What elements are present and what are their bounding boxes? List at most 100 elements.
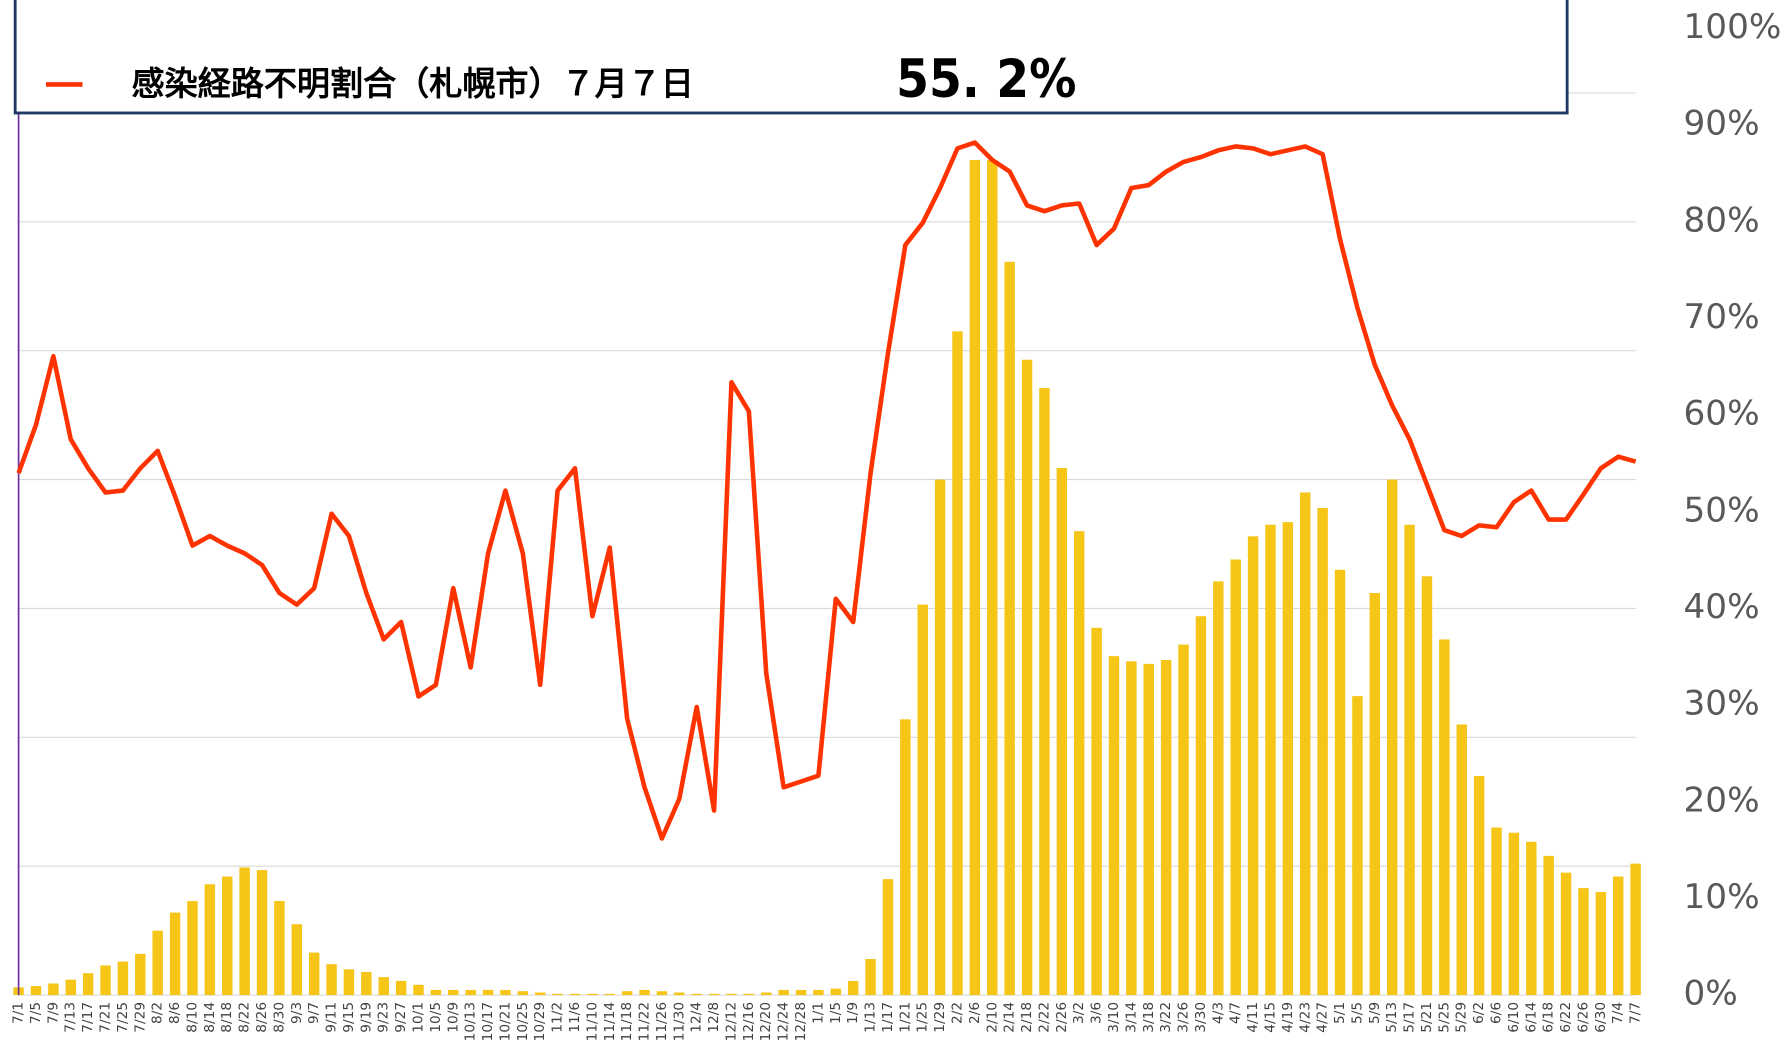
- bar: [239, 867, 250, 996]
- bar: [1369, 593, 1381, 996]
- x-tick-label: 11/14: [602, 1002, 618, 1041]
- x-tick-label: 8/18: [219, 1002, 235, 1033]
- bar: [1508, 832, 1520, 996]
- bar: [430, 989, 442, 996]
- x-tick-label: 4/3: [1210, 1002, 1226, 1024]
- bar: [1143, 663, 1154, 996]
- bar: [82, 973, 94, 996]
- x-tick-label: 9/15: [341, 1002, 357, 1033]
- bar: [569, 993, 581, 996]
- x-tick-label: 6/14: [1523, 1002, 1539, 1033]
- x-tick-label: 3/22: [1158, 1002, 1174, 1033]
- x-tick-label: 7/21: [98, 1002, 114, 1033]
- bar: [1091, 627, 1102, 996]
- bar: [1265, 524, 1276, 996]
- x-tick-label: 8/30: [271, 1002, 287, 1033]
- x-tick-label: 5/29: [1454, 1002, 1470, 1033]
- x-tick-label: 12/12: [723, 1002, 739, 1041]
- bar: [1439, 639, 1450, 996]
- bar: [465, 989, 476, 996]
- bar: [274, 901, 285, 996]
- bar: [1543, 855, 1554, 996]
- x-tick-label: 10/9: [445, 1002, 461, 1033]
- bar: [1317, 507, 1328, 996]
- x-tick-label: 5/25: [1436, 1002, 1452, 1033]
- x-tick-label: 1/1: [810, 1002, 826, 1024]
- x-tick-label: 10/13: [463, 1002, 479, 1041]
- x-tick-label: 2/18: [1019, 1002, 1035, 1033]
- bar: [169, 912, 181, 996]
- bar: [1421, 576, 1433, 996]
- x-tick-label: 12/8: [706, 1002, 722, 1033]
- bar: [1195, 616, 1207, 996]
- x-tick-label: 8/22: [237, 1002, 253, 1033]
- bar: [500, 989, 511, 996]
- x-tick-label: 4/11: [1245, 1002, 1261, 1033]
- x-tick-label: 3/2: [1071, 1002, 1087, 1024]
- x-tick-label: 9/27: [393, 1002, 409, 1033]
- x-tick-label: 9/3: [289, 1002, 305, 1024]
- x-tick-label: 2/14: [1002, 1002, 1018, 1033]
- x-tick-label: 6/18: [1541, 1002, 1557, 1033]
- bar: [934, 479, 946, 996]
- x-tick-label: 5/9: [1367, 1002, 1383, 1024]
- bar: [691, 993, 702, 996]
- bar: [1526, 841, 1537, 996]
- bar: [1473, 776, 1485, 996]
- x-tick-label: 5/13: [1384, 1002, 1400, 1033]
- bar: [987, 159, 998, 996]
- x-tick-label: 2/2: [950, 1002, 966, 1024]
- x-tick-label: 1/29: [932, 1002, 948, 1033]
- x-tick-label: 3/18: [1141, 1002, 1157, 1033]
- bar: [30, 986, 42, 996]
- x-tick-label: 10/25: [515, 1002, 531, 1041]
- x-tick-label: 7/17: [80, 1002, 96, 1033]
- y-tick-label: 30%: [1684, 684, 1760, 724]
- bar: [743, 993, 755, 996]
- x-tick-label: 4/19: [1280, 1002, 1296, 1033]
- x-tick-label: 3/14: [1123, 1002, 1139, 1033]
- x-tick-label: 6/26: [1575, 1002, 1591, 1033]
- x-tick-label: 1/25: [915, 1002, 931, 1033]
- bar: [1595, 891, 1607, 996]
- bar: [1560, 872, 1572, 996]
- y-tick-label: 60%: [1684, 394, 1760, 434]
- bar: [413, 984, 424, 996]
- x-tick-label: 1/21: [897, 1002, 913, 1033]
- bar: [882, 879, 894, 996]
- x-tick-label: 2/6: [967, 1002, 983, 1024]
- bar: [639, 989, 650, 996]
- bar: [1074, 531, 1085, 996]
- x-tick-label: 10/21: [497, 1002, 513, 1041]
- x-tick-label: 9/11: [324, 1002, 340, 1033]
- legend-label: 感染経路不明割合（札幌市）７月７日: [132, 64, 694, 103]
- x-tick-label: 4/23: [1297, 1002, 1313, 1033]
- bar: [552, 993, 563, 996]
- x-tick-label: 12/4: [689, 1002, 705, 1033]
- x-tick-label: 8/26: [254, 1002, 270, 1033]
- y-tick-label: 90%: [1684, 104, 1760, 144]
- bar: [674, 992, 685, 996]
- x-tick-label: 9/23: [376, 1002, 392, 1033]
- x-tick-label: 2/22: [1036, 1002, 1052, 1033]
- bar: [256, 870, 268, 996]
- legend-box: [13, 0, 1569, 115]
- x-tick-label: 4/15: [1262, 1002, 1278, 1033]
- x-tick-label: 6/22: [1558, 1002, 1574, 1033]
- x-tick-label: 7/25: [115, 1002, 131, 1033]
- bar: [534, 992, 546, 996]
- x-tick-label: 11/2: [550, 1002, 566, 1033]
- x-tick-label: 11/6: [567, 1002, 583, 1033]
- x-tick-label: 3/30: [1193, 1002, 1209, 1033]
- x-tick-label: 11/10: [584, 1002, 600, 1041]
- bar: [187, 901, 198, 996]
- x-tick-label: 6/30: [1593, 1002, 1609, 1033]
- bar: [1300, 492, 1311, 996]
- x-tick-label: 1/9: [845, 1002, 861, 1024]
- bar: [1282, 522, 1294, 996]
- bar: [204, 884, 216, 996]
- bar: [778, 989, 789, 996]
- bar: [1160, 660, 1172, 996]
- bar: [1247, 536, 1259, 996]
